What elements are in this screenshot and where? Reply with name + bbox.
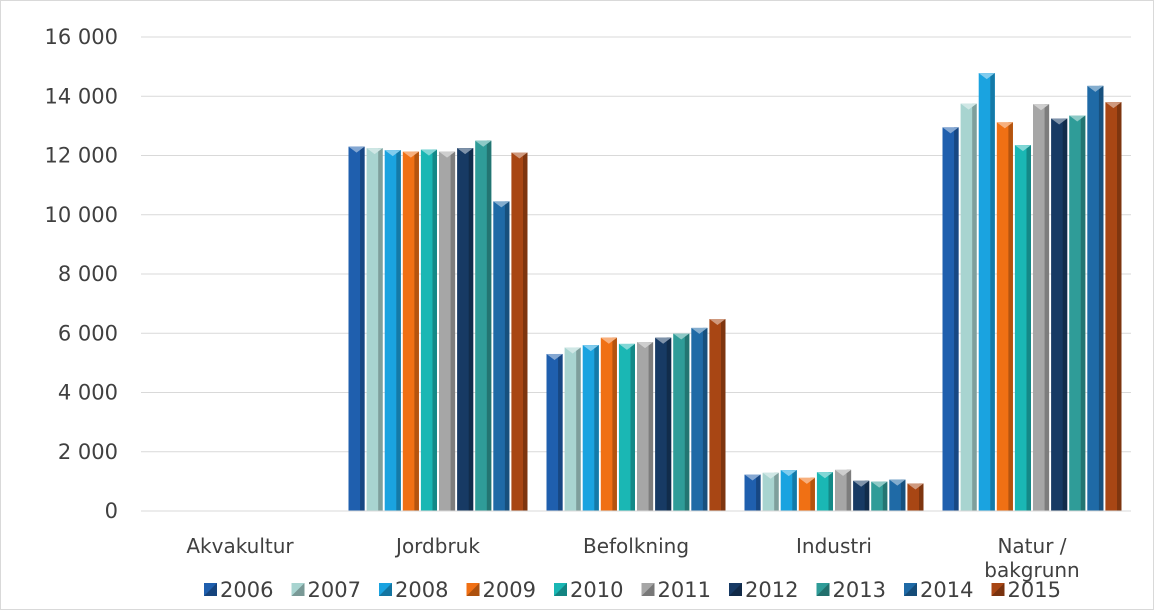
- bar: [366, 148, 383, 511]
- bar: [511, 152, 528, 511]
- category-label: bakgrunn: [984, 558, 1079, 582]
- gridlines: [141, 36, 1131, 453]
- legend-label: 2015: [1008, 578, 1061, 602]
- y-tick-label: 0: [105, 499, 118, 523]
- legend-swatch: [729, 583, 742, 596]
- legend-item: 2009: [466, 578, 536, 602]
- bar: [564, 347, 581, 511]
- bar: [816, 472, 833, 511]
- legend-item: 2011: [641, 578, 711, 602]
- legend-swatch: [554, 583, 567, 596]
- legend-swatch: [641, 583, 655, 596]
- bar: [546, 353, 563, 511]
- legend-label: 2006: [220, 578, 273, 602]
- y-tick-label: 10 000: [45, 203, 118, 227]
- legend-item: 2010: [554, 578, 623, 602]
- bar: [1033, 104, 1050, 511]
- category-label: Akvakultur: [186, 534, 294, 558]
- bar: [1051, 118, 1068, 511]
- bar: [744, 474, 761, 511]
- legend-item: 2014: [904, 578, 973, 602]
- bar: [1105, 102, 1122, 512]
- legend-swatch: [466, 583, 480, 596]
- bar: [673, 333, 690, 511]
- legend-swatch: [991, 583, 1005, 596]
- legend-swatch: [379, 583, 392, 596]
- legend-label: 2011: [658, 578, 711, 602]
- y-tick-label: 12 000: [45, 144, 118, 168]
- bar: [762, 472, 779, 511]
- bar: [348, 146, 365, 512]
- y-tick-label: 2 000: [58, 440, 118, 464]
- bar: [691, 327, 708, 511]
- bar: [960, 103, 977, 511]
- bar: [637, 342, 654, 511]
- legend: 2006 2007 2008 2009 2010 2011 2012 2013 2014 2015: [204, 578, 1061, 602]
- y-axis-ticks: 0 2 000 4 000 6 000 8 000 10 000 12 000 14 000 1…: [45, 25, 118, 523]
- legend-item: 2013: [816, 578, 886, 602]
- bars: [348, 73, 1122, 512]
- bar: [835, 469, 852, 511]
- legend-label: 2013: [833, 578, 886, 602]
- bar: [493, 201, 510, 511]
- bar: [996, 122, 1013, 511]
- bar: [655, 337, 672, 511]
- bar: [384, 150, 401, 512]
- category-label: Natur /: [997, 534, 1066, 558]
- bar: [871, 481, 888, 511]
- bar: [709, 319, 726, 511]
- bar: [402, 151, 419, 511]
- bar: [942, 127, 959, 511]
- bar: [457, 148, 474, 511]
- bar: [798, 477, 815, 511]
- y-tick-label: 4 000: [58, 381, 118, 405]
- bar: [582, 345, 599, 511]
- bar: [1014, 145, 1031, 511]
- bar: [475, 140, 492, 511]
- bar: [1069, 115, 1086, 511]
- legend-item: 2012: [729, 578, 798, 602]
- category-label: Jordbruk: [394, 534, 480, 558]
- y-tick-label: 6 000: [58, 321, 118, 345]
- bar: [600, 337, 617, 511]
- bar: [907, 483, 924, 511]
- legend-swatch: [904, 583, 917, 596]
- legend-item: 2015: [991, 578, 1061, 602]
- bar: [439, 151, 456, 511]
- legend-label: 2007: [308, 578, 361, 602]
- legend-swatch: [816, 583, 830, 596]
- legend-label: 2008: [395, 578, 448, 602]
- legend-item: 2006: [204, 578, 273, 602]
- y-tick-label: 14 000: [45, 84, 118, 108]
- legend-label: 2009: [483, 578, 536, 602]
- legend-item: 2008: [379, 578, 448, 602]
- category-label: Befolkning: [583, 534, 689, 558]
- category-label: Industri: [796, 534, 872, 558]
- bar: [618, 343, 635, 511]
- legend-swatch: [291, 583, 305, 596]
- legend-item: 2007: [291, 578, 361, 602]
- legend-swatch: [204, 583, 217, 596]
- legend-label: 2010: [570, 578, 623, 602]
- bar: [1087, 85, 1104, 511]
- bar: [889, 479, 906, 511]
- y-tick-label: 8 000: [58, 262, 118, 286]
- bar: [420, 149, 437, 511]
- bar: [853, 480, 870, 511]
- y-tick-label: 16 000: [45, 25, 118, 49]
- category-labels: Akvakultur Jordbruk Befolkning Industri Natu…: [186, 534, 1079, 582]
- bar: [978, 73, 995, 511]
- bar: [780, 470, 797, 511]
- legend-label: 2012: [745, 578, 798, 602]
- legend-label: 2014: [920, 578, 973, 602]
